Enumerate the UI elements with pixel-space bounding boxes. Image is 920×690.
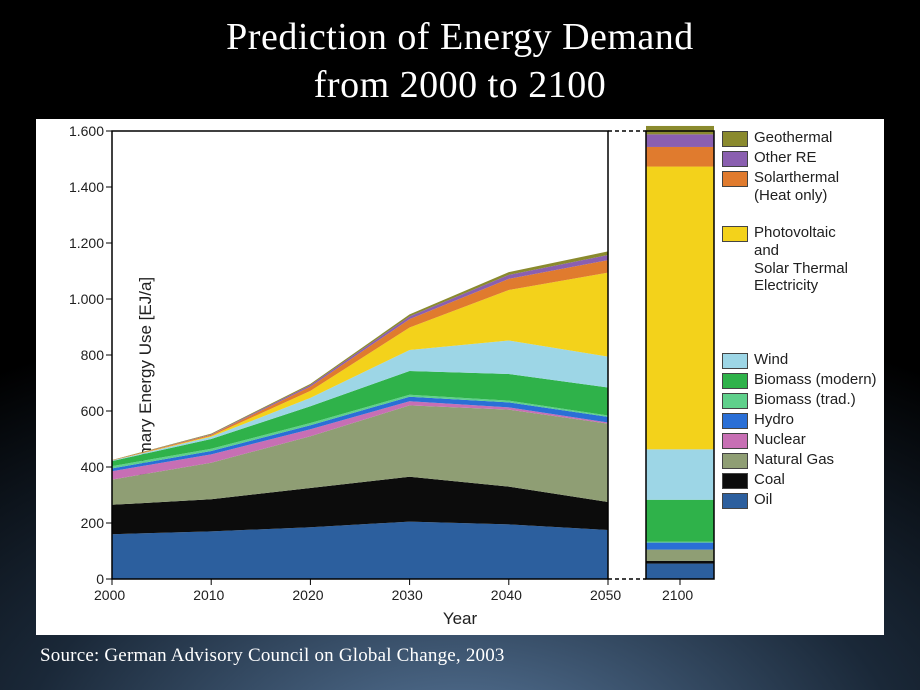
- stacked-area-svg: [112, 131, 714, 579]
- source-attribution: Source: German Advisory Council on Globa…: [40, 645, 890, 667]
- y-tick-label: 800: [54, 347, 104, 363]
- legend-swatch: [722, 473, 748, 489]
- x-tick-label: 2040: [491, 587, 522, 603]
- legend-item-natgas: Natural Gas: [722, 451, 880, 469]
- legend-item-geothermal: Geothermal: [722, 129, 880, 147]
- legend-label: Nuclear: [754, 431, 806, 449]
- legend-label: Biomass (modern): [754, 371, 877, 389]
- legend-label: Solarthermal (Heat only): [754, 169, 839, 204]
- x-tick-label-far: 2100: [662, 587, 693, 603]
- legend-swatch: [722, 353, 748, 369]
- x-axis-label: Year: [36, 609, 884, 629]
- bar-2100-natgas: [646, 550, 714, 561]
- legend-item-pv: Photovoltaic and Solar Thermal Electrici…: [722, 224, 880, 295]
- legend-swatch: [722, 493, 748, 509]
- bar-2100-biomass_t: [646, 542, 714, 543]
- legend-spacer: [722, 297, 880, 351]
- legend-item-hydro: Hydro: [722, 411, 880, 429]
- legend-item-otherre: Other RE: [722, 149, 880, 167]
- y-tick-label: 1.600: [54, 123, 104, 139]
- legend-swatch: [722, 171, 748, 187]
- bar-2100-solartherm: [646, 147, 714, 167]
- legend-label: Photovoltaic and Solar Thermal Electrici…: [754, 224, 848, 295]
- legend-label: Oil: [754, 491, 772, 509]
- legend-swatch: [722, 151, 748, 167]
- slide-title: Prediction of Energy Demand from 2000 to…: [30, 14, 890, 109]
- x-tick-label: 2010: [193, 587, 224, 603]
- legend-item-coal: Coal: [722, 471, 880, 489]
- slide: Prediction of Energy Demand from 2000 to…: [0, 0, 920, 690]
- legend-label: Biomass (trad.): [754, 391, 856, 409]
- chart-panel: Primary Energy Use [EJ/a] 02004006008001…: [36, 119, 884, 635]
- bar-2100-hydro: [646, 543, 714, 550]
- x-tick-label: 2020: [292, 587, 323, 603]
- y-tick-label: 1.400: [54, 179, 104, 195]
- bar-2100-biomass_m: [646, 500, 714, 542]
- y-tick-label: 1.200: [54, 235, 104, 251]
- legend-swatch: [722, 433, 748, 449]
- legend-swatch: [722, 453, 748, 469]
- legend-swatch: [722, 226, 748, 242]
- y-tick-label: 600: [54, 403, 104, 419]
- x-tick-label: 2000: [94, 587, 125, 603]
- plot-area: 02004006008001.0001.2001.4001.600 200020…: [112, 131, 714, 579]
- legend-item-nuclear: Nuclear: [722, 431, 880, 449]
- legend-spacer: [722, 206, 880, 224]
- bar-2100-pv: [646, 167, 714, 450]
- legend-item-biomass_t: Biomass (trad.): [722, 391, 880, 409]
- title-line-1: Prediction of Energy Demand: [226, 16, 694, 58]
- bar-2100-otherre: [646, 134, 714, 147]
- bar-2100-coal: [646, 561, 714, 564]
- bar-2100-wind: [646, 449, 714, 499]
- legend: Geothermal Other RE Solarthermal (Heat onl…: [722, 129, 880, 511]
- legend-swatch: [722, 131, 748, 147]
- legend-label: Coal: [754, 471, 785, 489]
- legend-swatch: [722, 413, 748, 429]
- legend-item-wind: Wind: [722, 351, 880, 369]
- legend-label: Geothermal: [754, 129, 832, 147]
- y-tick-label: 200: [54, 515, 104, 531]
- legend-label: Hydro: [754, 411, 794, 429]
- legend-item-solartherm: Solarthermal (Heat only): [722, 169, 880, 204]
- x-tick-label: 2030: [392, 587, 423, 603]
- y-tick-label: 0: [54, 571, 104, 587]
- x-tick-label: 2050: [590, 587, 621, 603]
- legend-item-biomass_m: Biomass (modern): [722, 371, 880, 389]
- legend-label: Other RE: [754, 149, 817, 167]
- bar-2100-oil: [646, 564, 714, 579]
- legend-label: Natural Gas: [754, 451, 834, 469]
- bar-2100-geothermal: [646, 126, 714, 134]
- y-tick-label: 1.000: [54, 291, 104, 307]
- legend-label: Wind: [754, 351, 788, 369]
- legend-swatch: [722, 393, 748, 409]
- title-line-2: from 2000 to 2100: [314, 64, 606, 106]
- y-tick-label: 400: [54, 459, 104, 475]
- legend-item-oil: Oil: [722, 491, 880, 509]
- legend-swatch: [722, 373, 748, 389]
